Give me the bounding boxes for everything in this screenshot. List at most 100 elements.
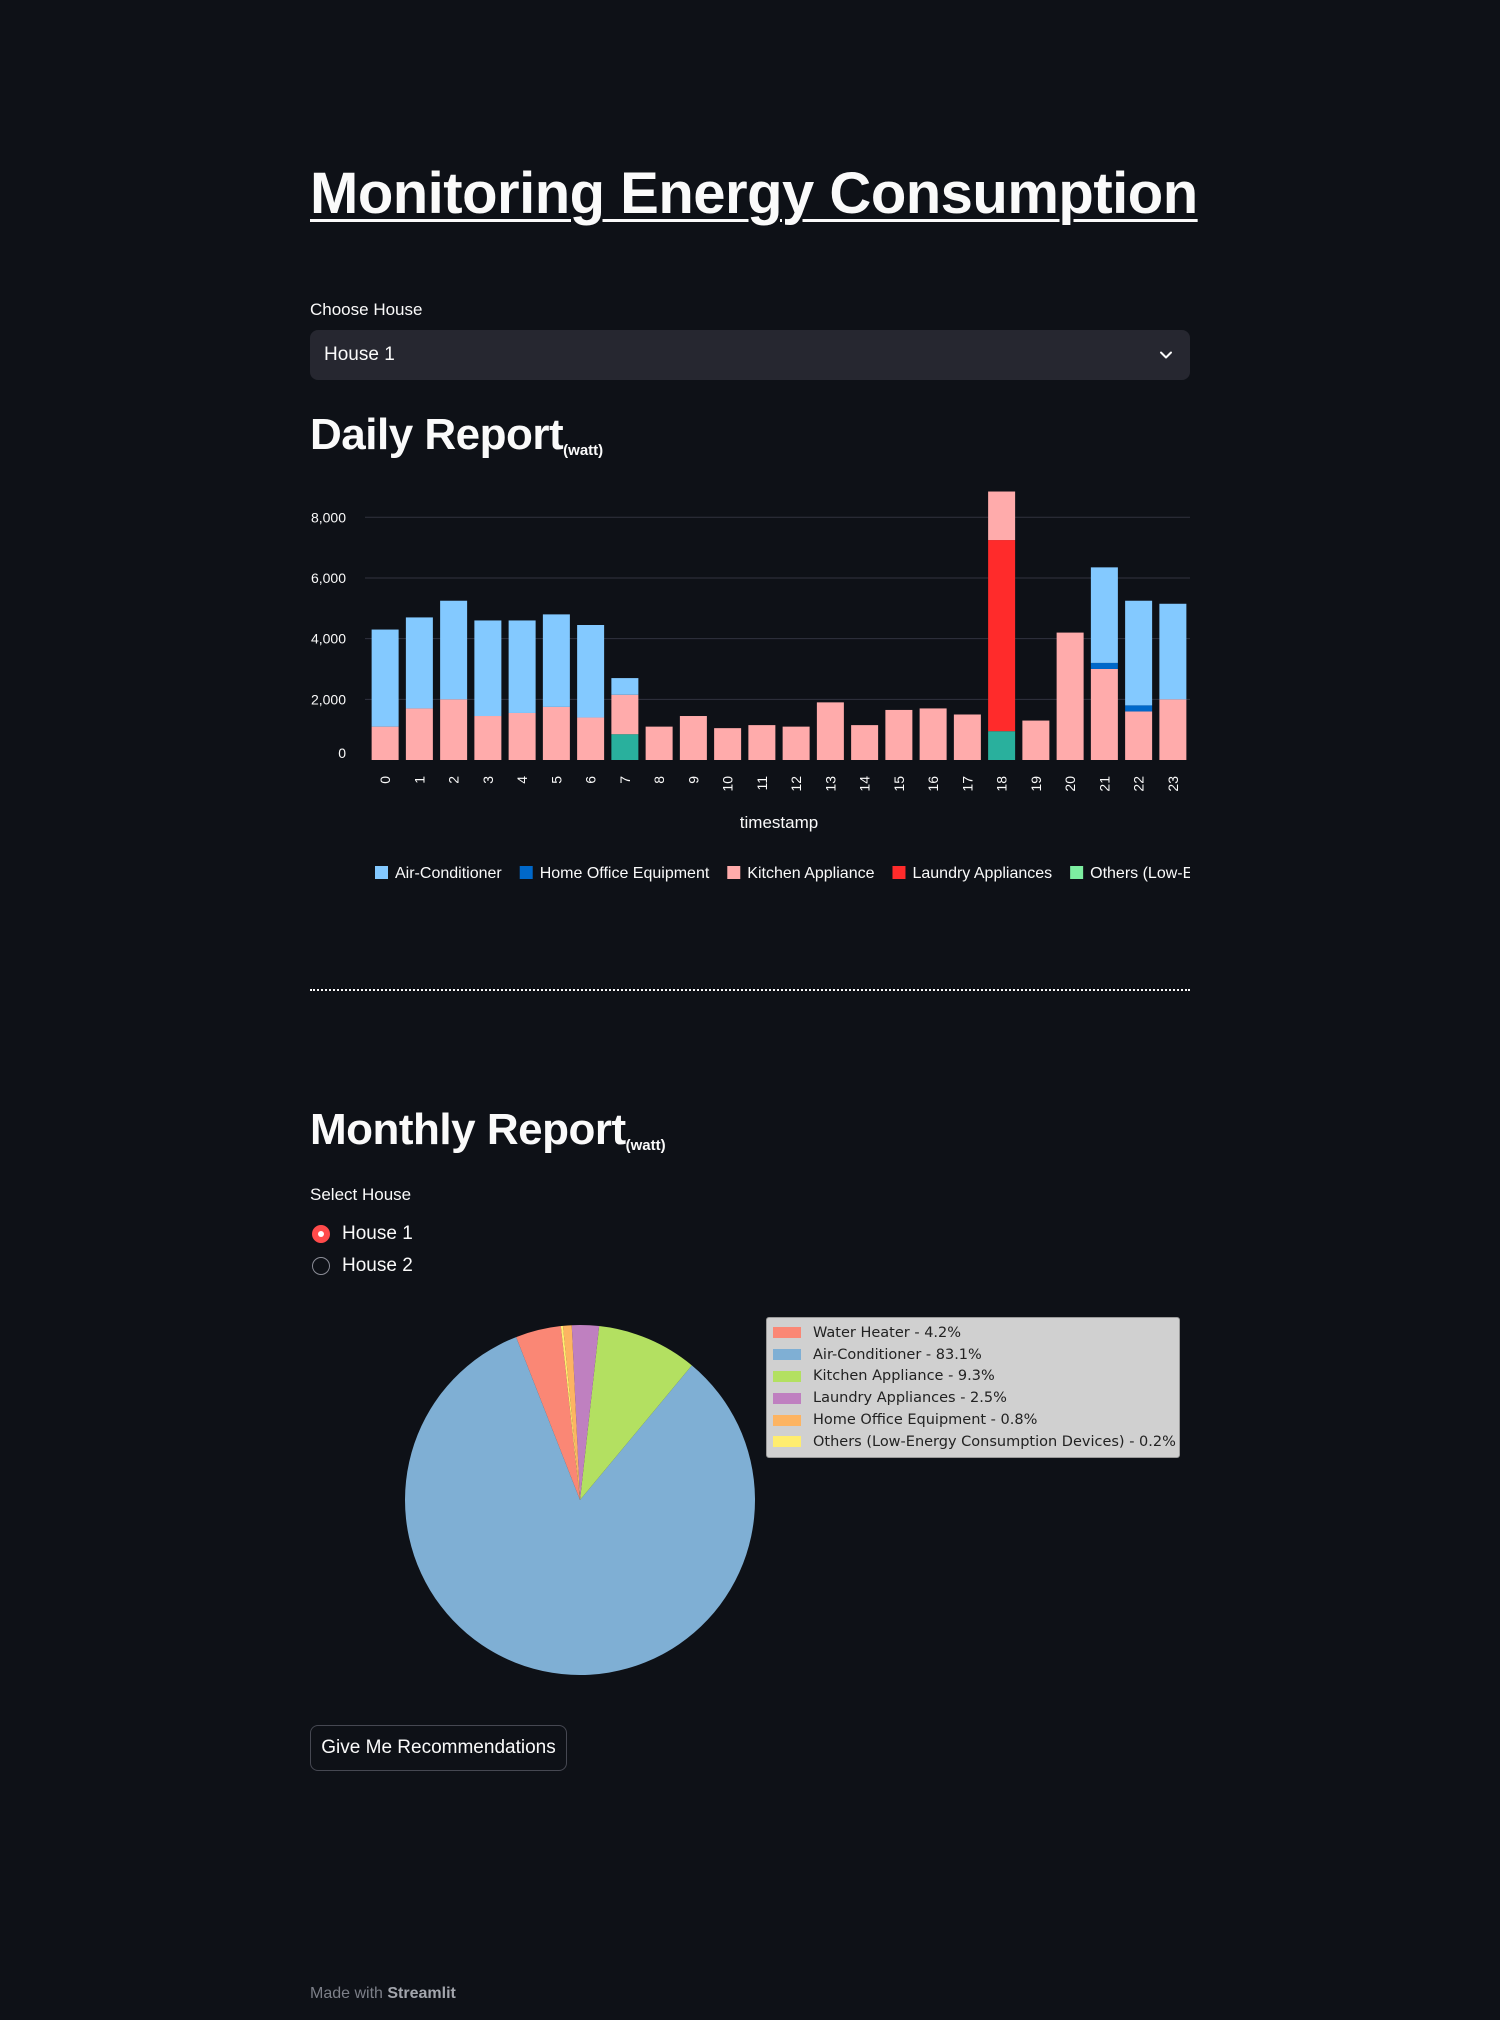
x-tick-label: 4 [514, 776, 530, 784]
x-tick-label: 0 [377, 776, 393, 784]
x-tick-label: 11 [754, 776, 770, 791]
house-radio-group: House 1 House 2 [310, 1218, 413, 1282]
x-tick-label: 14 [857, 776, 873, 792]
bar-segment-kitchen-appliance-21[interactable] [1090, 668, 1118, 760]
pie-legend-item-home-office-equipment: Home Office Equipment - 0.8% [773, 1409, 1173, 1431]
radio-circle-icon [312, 1225, 330, 1243]
legend-swatch [727, 866, 741, 879]
bar-segment-air-conditioner-4[interactable] [508, 620, 536, 713]
bar-segment-others-low-energy-consumption-devices-18[interactable] [988, 731, 1016, 760]
bar-segment-kitchen-appliance-8[interactable] [645, 726, 673, 760]
bar-segment-air-conditioner-22[interactable] [1125, 600, 1153, 706]
legend-item-others-low-energy-consumption-devices[interactable]: Others (Low-E [1070, 865, 1190, 882]
pie-legend-item-others-low-energy-consumption-devices: Others (Low-Energy Consumption Devices) … [773, 1431, 1176, 1453]
x-tick-label: 2 [446, 776, 462, 784]
legend-swatch [773, 1349, 801, 1361]
x-axis-label: timestamp [740, 813, 818, 832]
x-tick-label: 22 [1131, 776, 1147, 792]
radio-house-1[interactable]: House 1 [310, 1218, 413, 1250]
x-tick-label: 23 [1165, 776, 1181, 792]
legend-item-kitchen-appliance[interactable]: Kitchen Appliance [727, 865, 875, 882]
bar-segment-kitchen-appliance-9[interactable] [679, 716, 707, 760]
radio-label: House 1 [342, 1223, 413, 1244]
bar-segment-air-conditioner-7[interactable] [611, 678, 639, 695]
x-tick-label: 3 [480, 776, 496, 784]
x-tick-label: 1 [411, 776, 427, 784]
bar-segment-kitchen-appliance-2[interactable] [440, 699, 468, 760]
bar-segment-air-conditioner-23[interactable] [1159, 603, 1187, 700]
bar-segment-kitchen-appliance-12[interactable] [782, 726, 810, 760]
legend-item-air-conditioner[interactable]: Air-Conditioner [375, 865, 502, 882]
pie-legend-label: Air-Conditioner - 83.1% [813, 1346, 982, 1363]
pie-legend-label: Home Office Equipment - 0.8% [813, 1412, 1038, 1429]
bar-segment-air-conditioner-21[interactable] [1090, 567, 1118, 663]
pie-slice-air-conditioner [405, 1337, 755, 1675]
bar-segment-kitchen-appliance-14[interactable] [851, 725, 879, 760]
house-select-value: House 1 [324, 344, 395, 365]
legend-swatch [773, 1327, 801, 1339]
x-tick-label: 8 [651, 776, 667, 784]
pie-slice-home-office-equipment [562, 1325, 580, 1500]
legend-label: Air-Conditioner [395, 865, 502, 882]
x-tick-label: 19 [1028, 776, 1044, 792]
pie-slice-laundry-appliances [571, 1325, 600, 1500]
daily-report-unit: (watt) [563, 442, 604, 459]
bar-segment-kitchen-appliance-5[interactable] [542, 706, 570, 760]
x-tick-label: 21 [1096, 776, 1112, 792]
bar-segment-kitchen-appliance-6[interactable] [577, 717, 605, 760]
bar-segment-kitchen-appliance-1[interactable] [405, 708, 433, 760]
footer-brand-link[interactable]: Streamlit [387, 1985, 456, 2002]
bar-segment-home-office-equipment-21[interactable] [1090, 662, 1118, 669]
house-select[interactable]: House 1 [310, 330, 1190, 380]
bar-segment-kitchen-appliance-18[interactable] [988, 491, 1016, 541]
bar-segment-air-conditioner-1[interactable] [405, 617, 433, 709]
bar-segment-air-conditioner-0[interactable] [371, 629, 399, 727]
bar-segment-kitchen-appliance-16[interactable] [919, 708, 947, 760]
page-title: Monitoring Energy Consumption [310, 161, 1198, 226]
radio-circle-icon [312, 1257, 330, 1275]
bar-segment-air-conditioner-6[interactable] [577, 625, 605, 718]
legend-item-laundry-appliances[interactable]: Laundry Appliances [892, 865, 1052, 882]
x-tick-label: 18 [994, 776, 1010, 792]
bar-segment-home-office-equipment-22[interactable] [1125, 705, 1153, 712]
bar-segment-kitchen-appliance-0[interactable] [371, 726, 399, 760]
bar-segment-kitchen-appliance-19[interactable] [1022, 720, 1050, 760]
bar-segment-kitchen-appliance-3[interactable] [474, 716, 502, 760]
x-tick-label: 6 [583, 776, 599, 784]
bar-segment-kitchen-appliance-15[interactable] [885, 709, 913, 760]
bar-segment-kitchen-appliance-4[interactable] [508, 712, 536, 760]
legend-swatch [892, 866, 906, 879]
recommendations-button[interactable]: Give Me Recommendations [310, 1725, 567, 1771]
bar-segment-kitchen-appliance-7[interactable] [611, 694, 639, 735]
bar-segment-kitchen-appliance-13[interactable] [816, 702, 844, 760]
bar-segment-kitchen-appliance-17[interactable] [953, 714, 981, 760]
monthly-report-heading: Monthly Report(watt) [310, 1105, 666, 1155]
pie-slice-kitchen-appliance [580, 1326, 692, 1500]
pie-slice-others-low-energy-consumption-devices [560, 1325, 580, 1500]
bar-segment-kitchen-appliance-10[interactable] [714, 728, 742, 760]
legend-swatch [519, 866, 533, 879]
select-house-label: Select House [310, 1185, 412, 1204]
chevron-down-icon [1156, 345, 1176, 365]
bar-segment-air-conditioner-5[interactable] [542, 614, 570, 707]
legend-swatch [773, 1436, 801, 1448]
legend-label: Home Office Equipment [540, 865, 710, 882]
x-tick-label: 20 [1062, 776, 1078, 792]
radio-house-2[interactable]: House 2 [310, 1250, 413, 1282]
legend-item-home-office-equipment[interactable]: Home Office Equipment [519, 865, 710, 882]
bar-segment-laundry-appliances-18[interactable] [988, 540, 1016, 732]
bar-segment-air-conditioner-2[interactable] [440, 600, 468, 700]
bar-segment-kitchen-appliance-20[interactable] [1056, 632, 1084, 760]
bar-segment-kitchen-appliance-23[interactable] [1159, 699, 1187, 760]
pie-legend-item-kitchen-appliance: Kitchen Appliance - 9.3% [773, 1366, 1173, 1388]
legend-swatch [773, 1392, 801, 1404]
bar-segment-air-conditioner-3[interactable] [474, 620, 502, 717]
legend-label: Others (Low-E [1090, 865, 1190, 882]
x-tick-label: 9 [685, 776, 701, 784]
bar-segment-kitchen-appliance-22[interactable] [1125, 711, 1153, 760]
monthly-pie-chart [405, 1325, 755, 1675]
bar-segment-others-low-energy-consumption-devices-7[interactable] [611, 734, 639, 760]
bar-segment-kitchen-appliance-11[interactable] [748, 725, 776, 760]
pie-legend-label: Laundry Appliances - 2.5% [813, 1390, 1007, 1407]
